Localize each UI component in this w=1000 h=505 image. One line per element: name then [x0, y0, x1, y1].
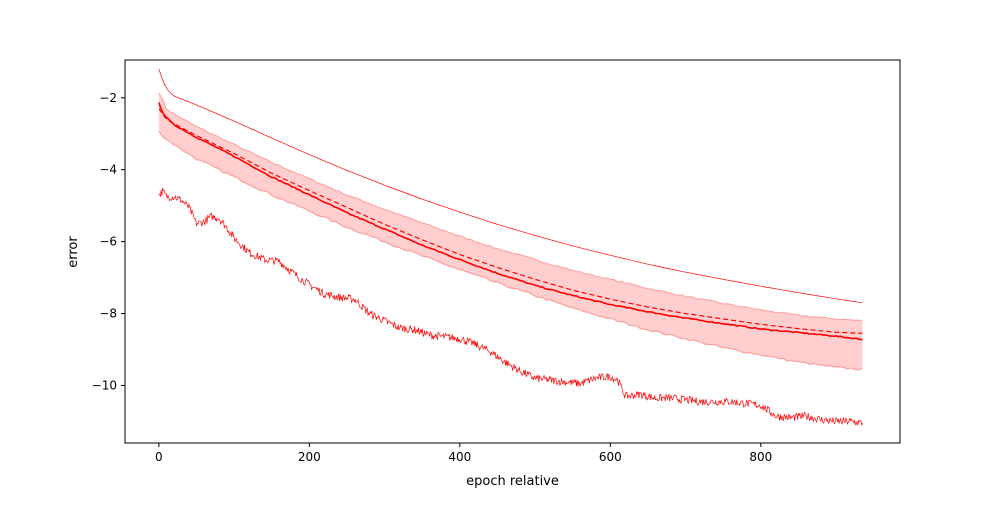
y-tick-label: −4 [99, 163, 117, 177]
x-tick-label: 0 [155, 450, 163, 464]
x-tick-label: 400 [448, 450, 471, 464]
series-upper-line [158, 68, 863, 304]
series-mean-line [158, 102, 863, 341]
x-tick-label: 200 [298, 450, 321, 464]
axes-layer: 0 200 400 600 800 −2 −4 −6 −8 −10 [92, 59, 901, 464]
x-tick-label: 600 [599, 450, 622, 464]
y-tick-label: −10 [92, 378, 117, 392]
band-upper-edge [158, 92, 863, 322]
band-lower-edge [158, 131, 863, 371]
series-layer [158, 68, 863, 426]
band-layer [158, 92, 863, 371]
series-lower-line [158, 187, 863, 426]
y-tick-label: −6 [99, 235, 117, 249]
plot-frame [124, 59, 901, 444]
y-tick-label: −2 [99, 91, 117, 105]
x-axis-label: epoch relative [466, 474, 559, 489]
series-median-line [158, 108, 863, 334]
y-axis-label: error [66, 236, 81, 268]
x-tick-label: 800 [749, 450, 772, 464]
y-tick-label: −8 [99, 307, 117, 321]
band-area [158, 93, 863, 370]
